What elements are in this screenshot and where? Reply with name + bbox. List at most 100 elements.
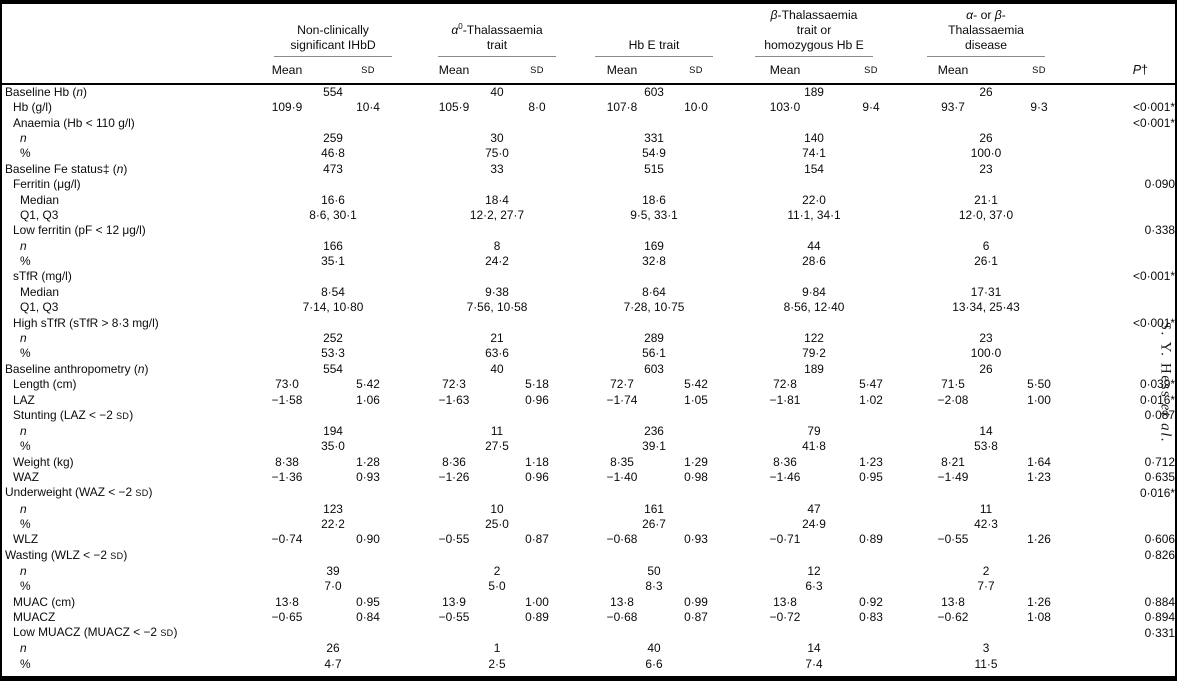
row-label: Stunting (LAZ < −2 SD) <box>13 407 134 422</box>
mean-cell: 13·9 <box>442 594 466 609</box>
table-row: Wasting (WLZ < −2 SD) 0·826 <box>2 548 1175 564</box>
mean-cell: 13·8 <box>941 594 965 609</box>
count-cell: 22·0 <box>802 192 826 207</box>
count-cell: 194 <box>323 424 343 438</box>
mean-header: Mean <box>414 57 494 85</box>
sd-cell: 0·93 <box>356 470 380 485</box>
count-cell: 53·8 <box>974 439 998 454</box>
count-cell: 26 <box>326 641 340 656</box>
mean-cell: 93·7 <box>941 100 965 115</box>
sd-cell: 0·95 <box>859 470 883 485</box>
row-label: WLZ <box>13 532 39 547</box>
count-cell: 100·0 <box>970 146 1002 161</box>
count-cell: 603 <box>644 361 664 376</box>
count-cell: 554 <box>323 85 343 99</box>
count-cell: 14 <box>807 641 821 656</box>
count-cell: 21·1 <box>974 192 998 207</box>
count-cell: 6·3 <box>805 579 823 594</box>
empty-cells <box>252 269 1072 284</box>
table-row: Weight (kg) 8·38 1·28 8·36 1·18 8·35 1·29 8·36 1… <box>2 455 1175 470</box>
row-label: n <box>20 130 27 145</box>
sd-cell: 9·3 <box>1030 100 1048 115</box>
sd-cell: 0·89 <box>859 532 883 547</box>
table-row: % 46·8 75·0 54·9 74·1 100·0 <box>2 146 1175 161</box>
count-cell: 23 <box>979 161 993 176</box>
mean-header: Mean <box>728 57 842 85</box>
table-row: Median 16·6 18·4 18·6 22·0 21·1 <box>2 192 1175 207</box>
table-row: n 194 11 236 79 14 <box>2 424 1175 439</box>
mean-header: Mean <box>900 57 1006 85</box>
count-cell: 12·2, 27·7 <box>469 207 525 222</box>
count-cell: 2 <box>493 563 501 578</box>
count-cell: 2 <box>982 563 990 578</box>
table-row: LAZ −1·58 1·06 −1·63 0·96 −1·74 1·05 −1·81 1·02 −… <box>2 392 1175 407</box>
row-label: WAZ <box>13 470 39 485</box>
row-label: % <box>20 516 31 531</box>
empty-cells <box>252 177 1072 192</box>
sd-cell: 1·64 <box>1027 454 1051 469</box>
empty-cells <box>252 223 1072 238</box>
mean-cell: 72·3 <box>442 377 466 392</box>
count-cell: 189 <box>804 361 824 376</box>
count-cell: 12 <box>807 563 821 578</box>
mean-cell: −2·08 <box>937 392 969 407</box>
row-label: Baseline anthropometry (n) <box>5 361 149 376</box>
table-row: % 22·2 25·0 26·7 24·9 42·3 <box>2 517 1175 532</box>
row-label: n <box>20 501 27 516</box>
row-label: Underweight (WAZ < −2 SD) <box>5 485 153 500</box>
mean-cell: 109·9 <box>271 100 303 115</box>
row-label: Low ferritin (pF < 12 μg/l) <box>13 223 146 238</box>
table-row: Ferritin (μg/l) 0·090 <box>2 177 1175 192</box>
row-label: n <box>20 331 27 346</box>
table-row: n 26 1 40 14 3 <box>2 641 1175 656</box>
table-row: WAZ −1·36 0·93 −1·26 0·96 −1·40 0·98 −1·46 0·95 −… <box>2 470 1175 485</box>
mean-cell: 8·35 <box>610 454 634 469</box>
count-cell: 18·4 <box>485 192 509 207</box>
count-cell: 40 <box>490 85 504 99</box>
count-cell: 259 <box>323 130 343 145</box>
group-header-label: α- or β- Thalassaemia disease <box>927 7 1045 57</box>
count-cell: 154 <box>804 161 824 176</box>
group-header-row: Non-clinically significant IHbD α0-Thalas… <box>2 4 1175 57</box>
row-label: Ferritin (μg/l) <box>13 177 81 192</box>
row-label: Median <box>20 192 59 207</box>
count-cell: 40 <box>647 641 661 656</box>
p-value-cell: 0·016* <box>1139 392 1175 407</box>
sd-cell: 0·90 <box>356 532 380 547</box>
count-cell: 11·5 <box>974 656 998 671</box>
sd-cell: 1·18 <box>525 454 549 469</box>
row-label: % <box>20 346 31 361</box>
row-label: Median <box>20 284 59 299</box>
count-cell: 24·9 <box>802 516 826 531</box>
mean-cell: −1·58 <box>271 392 303 407</box>
group-header-label: Hb E trait <box>595 37 713 57</box>
p-value-cell: <0·001* <box>1133 115 1175 130</box>
sd-cell: 0·83 <box>859 609 883 624</box>
group-header: α0-Thalassaemia trait <box>414 4 580 57</box>
p-value-cell <box>1072 192 1175 207</box>
row-label: n <box>20 641 27 656</box>
sd-header: SD <box>1006 57 1072 85</box>
count-cell: 100·0 <box>970 346 1002 361</box>
table-row: n 39 2 50 12 2 <box>2 564 1175 579</box>
p-value-cell <box>1072 162 1175 177</box>
sd-cell: 1·02 <box>859 392 883 407</box>
sd-cell: 9·4 <box>862 100 880 115</box>
sd-cell: 5·50 <box>1027 377 1051 392</box>
count-cell: 140 <box>804 130 824 145</box>
sd-cell: 1·29 <box>684 454 708 469</box>
table-row: Length (cm) 73·0 5·42 72·3 5·18 72·7 5·42 72·8 5… <box>2 377 1175 392</box>
count-cell: 16·6 <box>321 192 345 207</box>
p-value-cell <box>1072 517 1175 532</box>
p-value-cell: 0·331 <box>1144 625 1175 640</box>
count-cell: 75·0 <box>485 146 509 161</box>
mean-cell: −0·72 <box>769 609 801 624</box>
count-cell: 554 <box>323 361 343 376</box>
count-cell: 8·64 <box>642 284 666 299</box>
mean-cell: 72·7 <box>610 377 634 392</box>
p-value-cell: 0·039* <box>1139 377 1175 392</box>
summary-table: Non-clinically significant IHbD α0-Thalas… <box>2 4 1175 672</box>
sd-cell: 10·4 <box>356 100 380 115</box>
p-value-cell: 0·712 <box>1144 454 1175 469</box>
empty-cells <box>252 115 1072 130</box>
